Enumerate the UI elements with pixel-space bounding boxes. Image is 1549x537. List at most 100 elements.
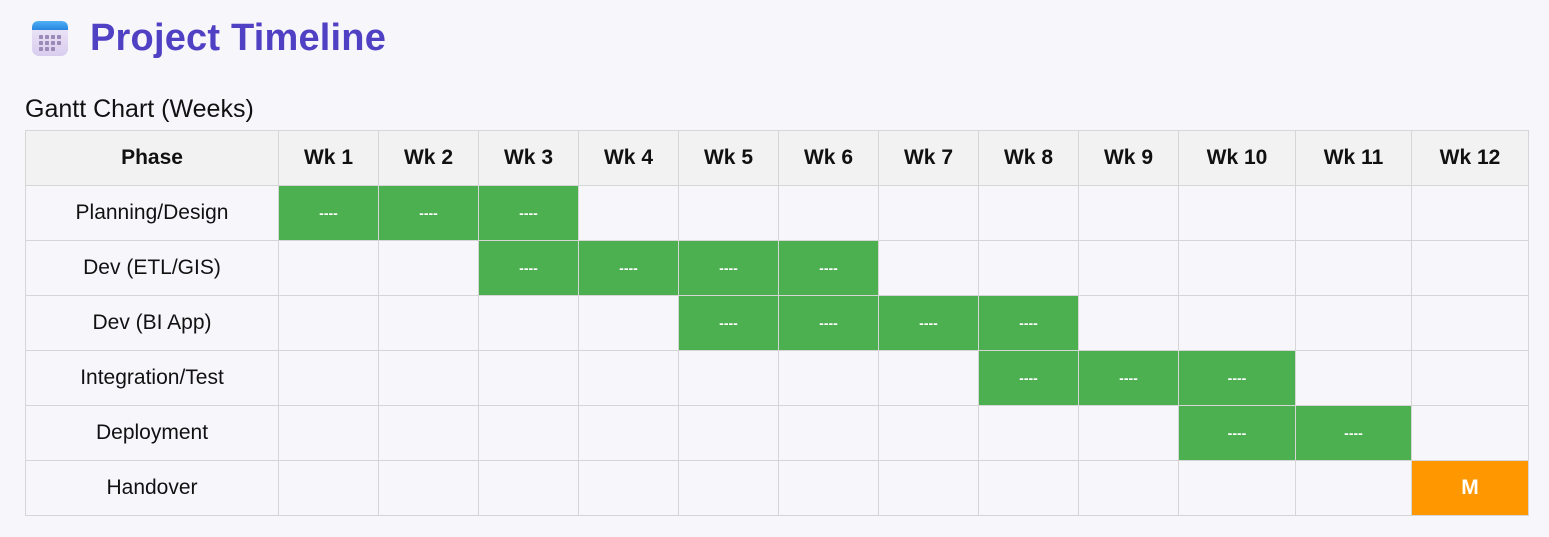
phase-label: Dev (BI App)	[25, 295, 279, 351]
week-column-header: Wk 6	[778, 130, 879, 186]
empty-week-cell	[1295, 460, 1412, 516]
phase-column-header: Phase	[25, 130, 279, 186]
empty-week-cell	[278, 240, 379, 296]
empty-week-cell	[878, 240, 979, 296]
empty-week-cell	[878, 460, 979, 516]
empty-week-cell	[978, 405, 1079, 461]
active-week-cell: ----	[278, 185, 379, 241]
active-week-cell: ----	[478, 185, 579, 241]
empty-week-cell	[1078, 295, 1179, 351]
empty-week-cell	[378, 350, 479, 406]
empty-week-cell	[1411, 240, 1529, 296]
week-column-header: Wk 7	[878, 130, 979, 186]
gantt-header-row: Phase Wk 1 Wk 2 Wk 3 Wk 4 Wk 5 Wk 6 Wk 7…	[25, 130, 1529, 186]
active-week-cell: ----	[678, 295, 779, 351]
empty-week-cell	[1178, 240, 1296, 296]
empty-week-cell	[1078, 185, 1179, 241]
active-week-cell: ----	[378, 185, 479, 241]
empty-week-cell	[1078, 460, 1179, 516]
title-row: Project Timeline	[30, 16, 386, 60]
phase-label: Deployment	[25, 405, 279, 461]
empty-week-cell	[1295, 295, 1412, 351]
empty-week-cell	[1078, 240, 1179, 296]
empty-week-cell	[478, 350, 579, 406]
week-column-header: Wk 5	[678, 130, 779, 186]
gantt-table: Phase Wk 1 Wk 2 Wk 3 Wk 4 Wk 5 Wk 6 Wk 7…	[25, 130, 1529, 516]
active-week-cell: ----	[778, 295, 879, 351]
week-column-header: Wk 1	[278, 130, 379, 186]
empty-week-cell	[1178, 295, 1296, 351]
empty-week-cell	[678, 460, 779, 516]
empty-week-cell	[778, 185, 879, 241]
gantt-subtitle: Gantt Chart (Weeks)	[25, 95, 254, 123]
empty-week-cell	[978, 460, 1079, 516]
empty-week-cell	[1295, 350, 1412, 406]
empty-week-cell	[278, 405, 379, 461]
empty-week-cell	[578, 405, 679, 461]
empty-week-cell	[378, 460, 479, 516]
empty-week-cell	[878, 185, 979, 241]
empty-week-cell	[1178, 185, 1296, 241]
week-column-header: Wk 12	[1411, 130, 1529, 186]
empty-week-cell	[778, 350, 879, 406]
empty-week-cell	[378, 295, 479, 351]
table-row: Dev (BI App) ---- ---- ---- ----	[25, 295, 1529, 351]
gantt-body: Planning/Design ---- ---- ---- Dev (ETL/GIS)…	[25, 185, 1529, 516]
phase-label: Dev (ETL/GIS)	[25, 240, 279, 296]
empty-week-cell	[878, 350, 979, 406]
empty-week-cell	[578, 350, 679, 406]
active-week-cell: ----	[778, 240, 879, 296]
table-row: Handover M	[25, 460, 1529, 516]
empty-week-cell	[478, 295, 579, 351]
empty-week-cell	[378, 405, 479, 461]
empty-week-cell	[1411, 185, 1529, 241]
empty-week-cell	[678, 405, 779, 461]
empty-week-cell	[878, 405, 979, 461]
empty-week-cell	[478, 405, 579, 461]
empty-week-cell	[978, 185, 1079, 241]
active-week-cell: ----	[1078, 350, 1179, 406]
empty-week-cell	[778, 405, 879, 461]
empty-week-cell	[1295, 185, 1412, 241]
empty-week-cell	[678, 350, 779, 406]
empty-week-cell	[1295, 240, 1412, 296]
week-column-header: Wk 9	[1078, 130, 1179, 186]
empty-week-cell	[1411, 405, 1529, 461]
table-row: Integration/Test ---- ---- ----	[25, 350, 1529, 406]
active-week-cell: ----	[978, 295, 1079, 351]
empty-week-cell	[278, 295, 379, 351]
empty-week-cell	[978, 240, 1079, 296]
week-column-header: Wk 11	[1295, 130, 1412, 186]
empty-week-cell	[578, 460, 679, 516]
week-column-header: Wk 4	[578, 130, 679, 186]
phase-label: Planning/Design	[25, 185, 279, 241]
calendar-icon	[30, 18, 70, 58]
active-week-cell: ----	[978, 350, 1079, 406]
empty-week-cell	[1411, 295, 1529, 351]
active-week-cell: ----	[678, 240, 779, 296]
empty-week-cell	[1178, 460, 1296, 516]
week-column-header: Wk 10	[1178, 130, 1296, 186]
table-row: Planning/Design ---- ---- ----	[25, 185, 1529, 241]
phase-label: Handover	[25, 460, 279, 516]
empty-week-cell	[378, 240, 479, 296]
empty-week-cell	[278, 460, 379, 516]
milestone-cell: M	[1411, 460, 1529, 516]
empty-week-cell	[578, 185, 679, 241]
empty-week-cell	[478, 460, 579, 516]
active-week-cell: ----	[1178, 405, 1296, 461]
table-row: Deployment ---- ----	[25, 405, 1529, 461]
week-column-header: Wk 2	[378, 130, 479, 186]
empty-week-cell	[278, 350, 379, 406]
empty-week-cell	[1411, 350, 1529, 406]
active-week-cell: ----	[878, 295, 979, 351]
week-column-header: Wk 3	[478, 130, 579, 186]
active-week-cell: ----	[1295, 405, 1412, 461]
active-week-cell: ----	[578, 240, 679, 296]
week-column-header: Wk 8	[978, 130, 1079, 186]
empty-week-cell	[678, 185, 779, 241]
active-week-cell: ----	[478, 240, 579, 296]
phase-label: Integration/Test	[25, 350, 279, 406]
active-week-cell: ----	[1178, 350, 1296, 406]
